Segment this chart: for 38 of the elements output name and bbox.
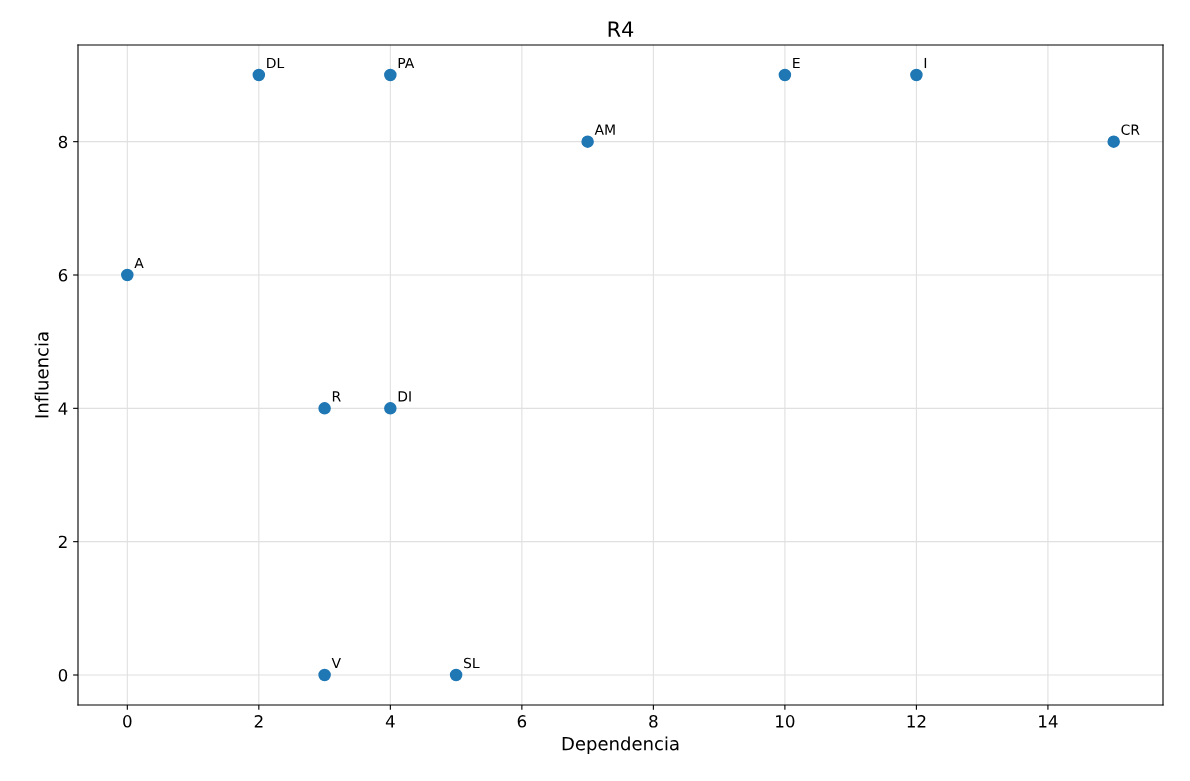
annotation: V [331, 657, 341, 669]
annotation: SL [463, 657, 480, 669]
chart-title: R4 [608, 21, 634, 37]
x-axis-title: Dependencia [562, 736, 679, 754]
x-tick-label: 14 [1039, 715, 1058, 728]
x-tick-label: 10 [776, 715, 795, 728]
annotation: DL [267, 57, 285, 69]
point [1107, 135, 1120, 148]
x-tick-label: 2 [254, 715, 263, 728]
point [449, 668, 463, 682]
x-tick-label: 4 [385, 715, 395, 728]
annotation: PA [398, 57, 415, 69]
point [252, 68, 266, 82]
y-axis-title: Influencia [34, 332, 49, 418]
annotation: DI [398, 391, 411, 402]
annotation: R [332, 391, 341, 402]
point [581, 135, 594, 148]
x-tick-label: 8 [649, 715, 658, 728]
point [384, 68, 397, 82]
y-tick-label: 6 [58, 268, 68, 282]
y-tick-label: 2 [58, 535, 67, 548]
annotation: A [134, 257, 144, 269]
point [318, 668, 331, 682]
x-tick-label: 12 [907, 715, 926, 728]
y-tick-label: 8 [58, 135, 68, 149]
y-tick-label: 0 [58, 668, 68, 682]
point [910, 68, 923, 82]
point [778, 68, 792, 82]
y-tick-label: 4 [58, 402, 68, 415]
annotation: AM [594, 124, 615, 135]
annotation: CR [1121, 124, 1140, 135]
x-tick-label: 6 [517, 715, 527, 728]
x-tick-label: 0 [123, 715, 132, 728]
point [318, 402, 331, 415]
annotation: E [793, 57, 800, 69]
point [384, 402, 397, 415]
point [121, 268, 134, 282]
annotation: I [924, 57, 927, 69]
